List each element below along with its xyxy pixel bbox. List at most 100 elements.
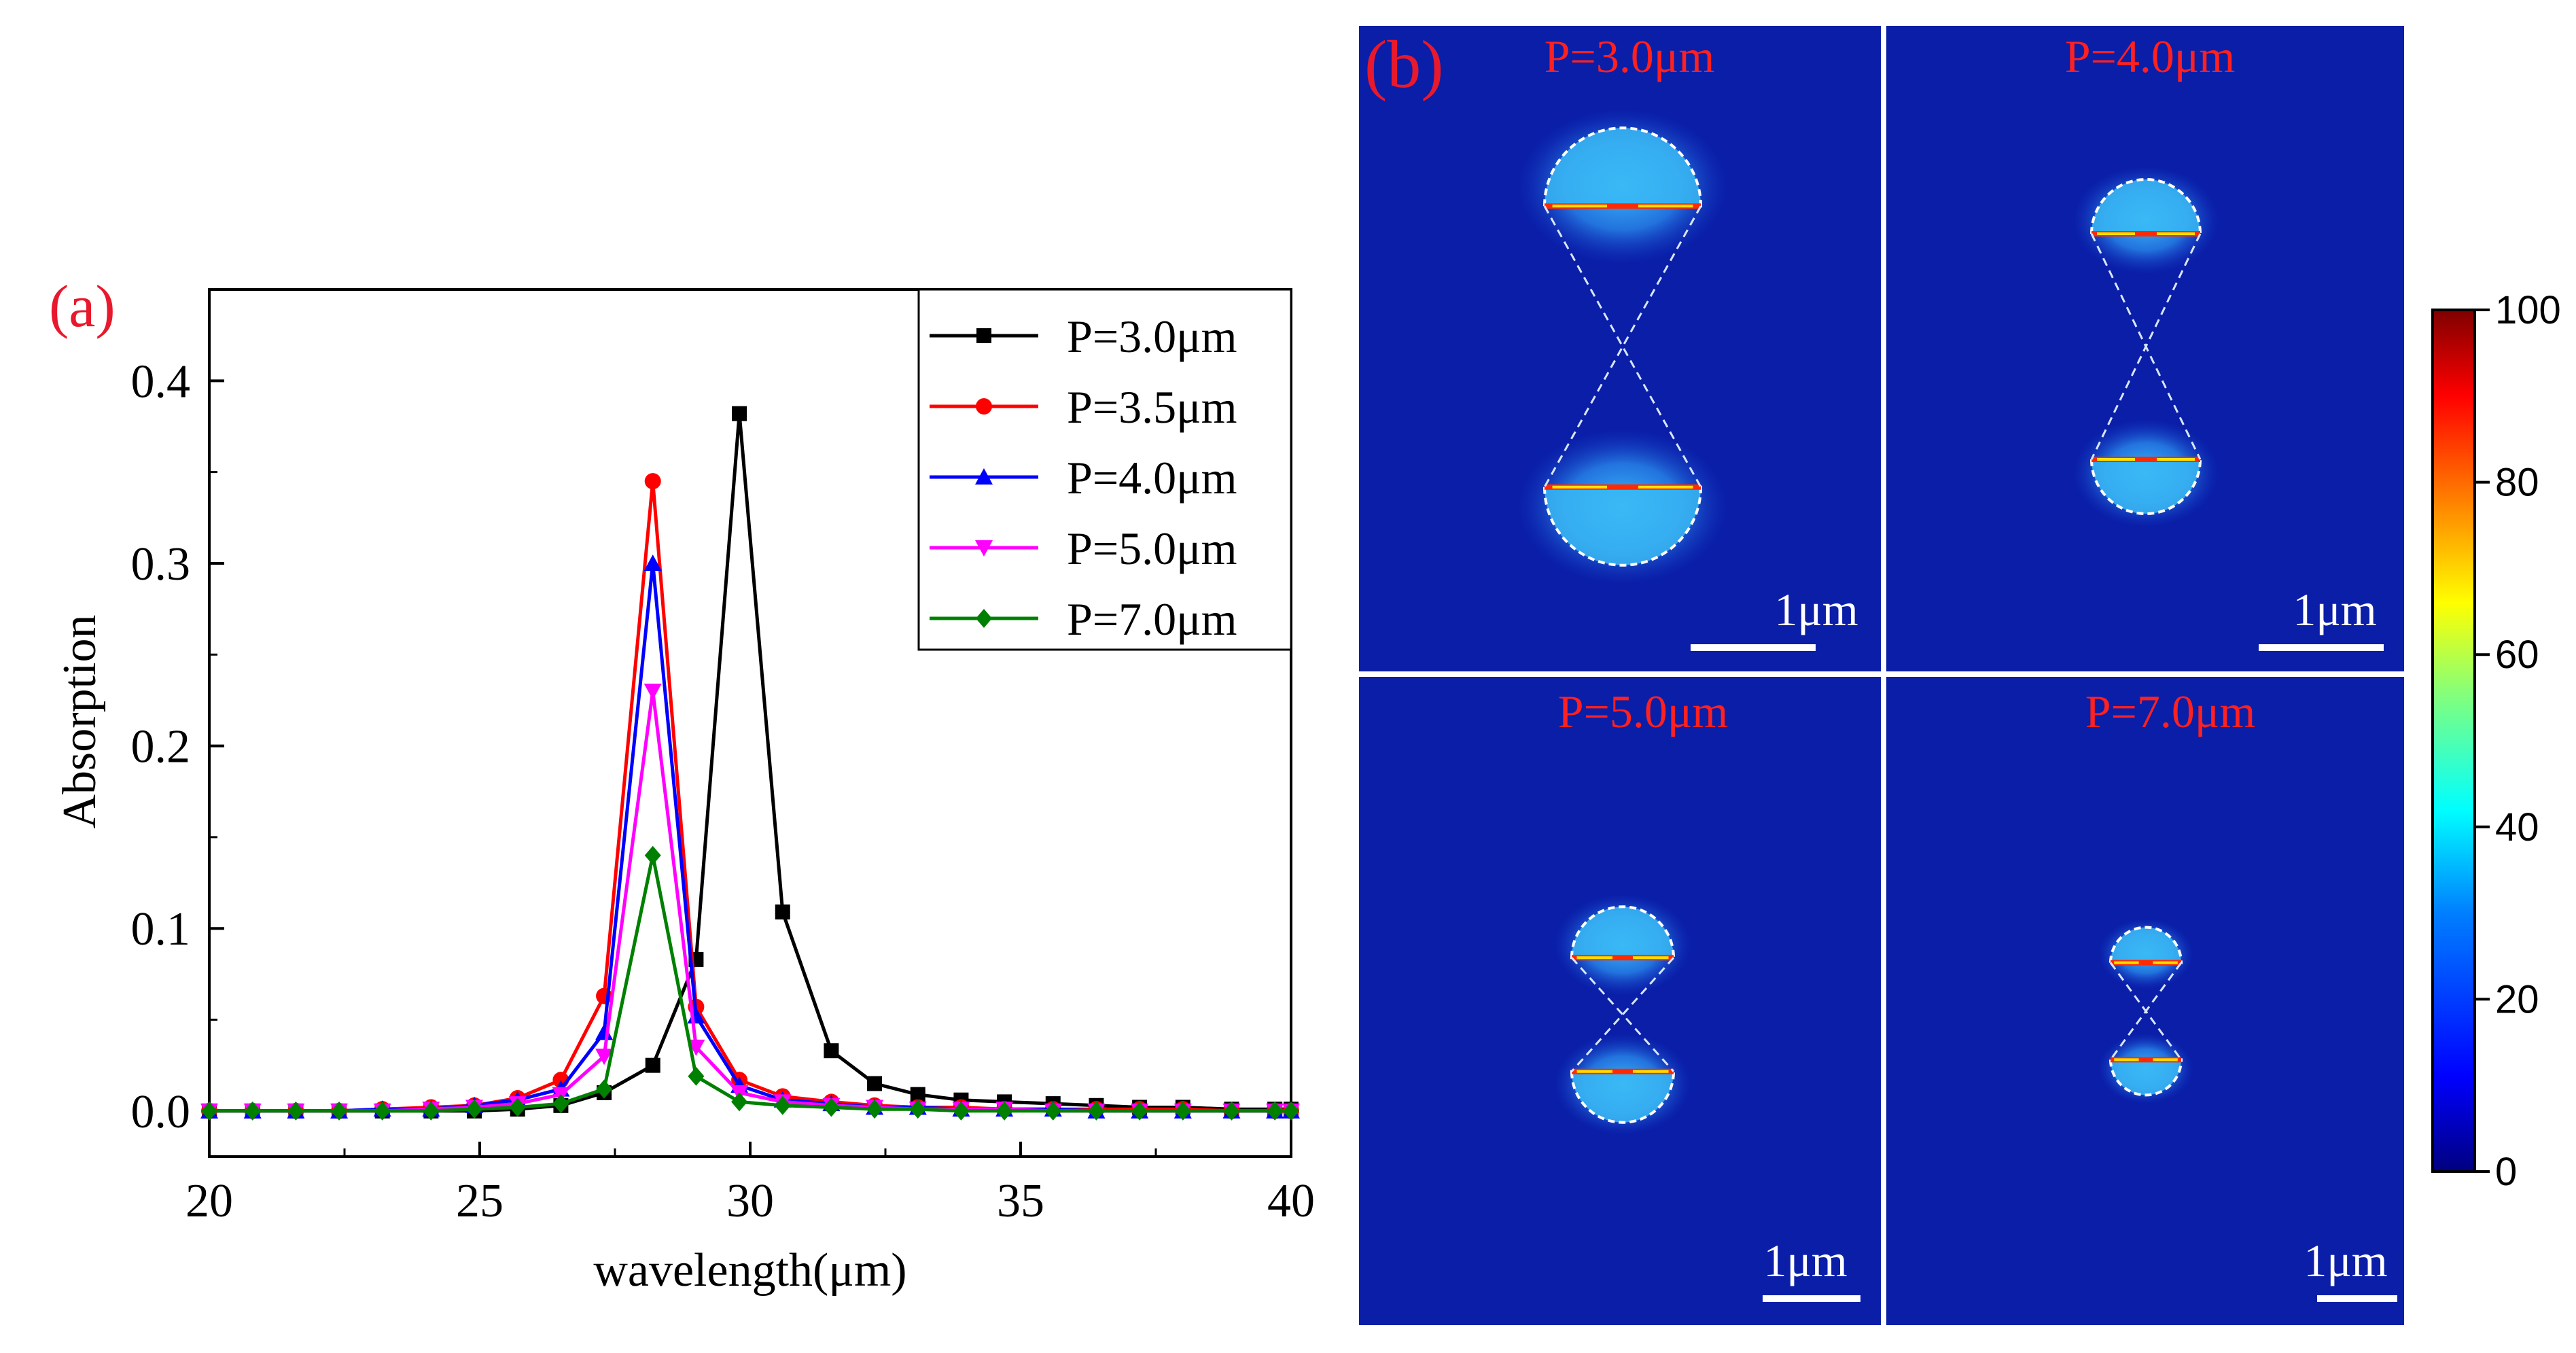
top-resonator <box>2109 926 2183 964</box>
data-point <box>287 1101 304 1121</box>
legend-item: P=5.0μm <box>930 523 1237 574</box>
series-line <box>209 854 1291 1113</box>
map-background <box>1359 677 1881 1325</box>
scale-bar-label: 1μm <box>1763 1235 1847 1286</box>
colorbar: 0 20 40 60 80 100 <box>2431 288 2561 1194</box>
y-tick-label: 0.1 <box>131 903 191 955</box>
data-point <box>423 1101 440 1121</box>
legend-label: P=3.5μm <box>1067 381 1237 433</box>
legend-marker <box>976 328 991 343</box>
legend-marker <box>975 468 993 485</box>
legend-box <box>917 288 1292 651</box>
data-point <box>1044 1101 1061 1121</box>
data-point <box>1283 1101 1299 1121</box>
legend: P=3.0μm P=3.5μm P=4.0μm P=5.0μm P=7.0μm <box>917 288 1292 651</box>
series-3 <box>200 683 1300 1120</box>
bowtie-outline <box>2090 233 2202 460</box>
data-point <box>1223 1101 1240 1121</box>
bottom-resonator <box>2089 458 2202 515</box>
colorbar-tick-label: 0 <box>2495 1150 2517 1194</box>
bottom-resonator <box>2109 1058 2183 1097</box>
x-axis-label: wavelength(μm) <box>593 1244 906 1297</box>
data-point <box>909 1100 926 1119</box>
data-point <box>774 1095 791 1115</box>
series-4 <box>201 845 1299 1121</box>
data-point <box>596 1079 613 1099</box>
y-axis-label: Absorption <box>54 615 106 829</box>
map-title: P=7.0μm <box>2085 686 2256 737</box>
data-point <box>1267 1101 1284 1121</box>
data-point <box>824 1043 839 1059</box>
y-tick-label: 0.4 <box>131 355 191 408</box>
data-point <box>244 1101 261 1121</box>
scale-bar <box>1691 644 1816 651</box>
data-point <box>867 1076 883 1091</box>
bottom-resonator <box>1570 1070 1676 1124</box>
data-point <box>823 1097 840 1117</box>
legend-marker <box>975 540 993 557</box>
bowtie-outline <box>1570 957 1675 1072</box>
legend-label: P=4.0μm <box>1067 452 1237 504</box>
panel-b: P=3.0μm 1μm P=4.0μm 1μm P=5.0μm 1μm P=7.… <box>1359 26 2561 1325</box>
legend-item: P=3.5μm <box>930 381 1237 433</box>
data-point <box>688 1066 705 1086</box>
data-point <box>466 1100 483 1119</box>
series-layer <box>200 406 1300 1121</box>
data-point <box>732 406 747 421</box>
data-point <box>374 1101 391 1121</box>
series-line <box>209 689 1291 1113</box>
data-point <box>595 1023 614 1040</box>
scale-bar <box>2259 644 2384 651</box>
scale-bar-label: 1μm <box>1774 584 1858 635</box>
field-map-p4: P=4.0μm 1μm <box>1886 26 2404 671</box>
legend-marker <box>976 609 992 628</box>
data-point <box>644 845 661 865</box>
y-axis: 0.0 0.1 0.2 0.3 0.4 <box>131 288 224 1138</box>
data-point <box>201 1101 217 1121</box>
data-point <box>644 473 661 490</box>
data-point <box>1174 1101 1191 1121</box>
legend-marker <box>976 398 992 415</box>
data-point <box>643 554 662 571</box>
data-point <box>910 1087 925 1102</box>
map-title: P=5.0μm <box>1558 686 1729 737</box>
data-point <box>509 1097 526 1117</box>
field-map-p7: P=7.0μm 1μm <box>1886 677 2404 1325</box>
top-resonator <box>2089 178 2202 235</box>
legend-label: P=7.0μm <box>1067 593 1237 645</box>
top-resonator <box>1570 905 1676 960</box>
data-point <box>1131 1101 1148 1121</box>
colorbar-tick-label: 80 <box>2495 461 2539 505</box>
map-title: P=4.0μm <box>2065 31 2236 82</box>
data-point <box>595 1049 614 1066</box>
data-point <box>996 1101 1013 1121</box>
bowtie-outline <box>1570 957 1675 1072</box>
data-point <box>953 1101 970 1121</box>
data-point <box>731 1092 748 1112</box>
colorbar-gradient <box>2431 309 2476 1173</box>
x-axis: 20 25 30 35 40 <box>186 1142 1315 1227</box>
map-title: P=3.0μm <box>1545 31 1715 82</box>
scale-bar <box>2317 1295 2397 1302</box>
panel-a: (a) 20 25 30 35 40 0.0 0.1 0.2 0.3 0.4 wavelengt… <box>49 274 1315 1297</box>
x-tick-label: 20 <box>186 1175 233 1227</box>
data-point <box>645 1057 660 1073</box>
legend-item: P=7.0μm <box>930 593 1237 645</box>
legend-label: P=5.0μm <box>1067 523 1237 574</box>
bottom-resonator <box>1542 485 1703 567</box>
colorbar-tick-label: 100 <box>2495 288 2561 332</box>
y-tick-label: 0.0 <box>131 1086 191 1138</box>
y-tick-label: 0.2 <box>131 721 191 773</box>
x-tick-label: 35 <box>997 1175 1044 1227</box>
legend-item: P=4.0μm <box>930 452 1237 504</box>
colorbar-tick-label: 60 <box>2495 633 2539 677</box>
y-tick-label: 0.3 <box>131 538 191 591</box>
map-background <box>1886 677 2404 1325</box>
bowtie-outline <box>2109 962 2183 1061</box>
data-point <box>866 1100 883 1119</box>
data-point <box>1088 1101 1105 1121</box>
colorbar-tick-label: 20 <box>2495 977 2539 1021</box>
legend-item: P=3.0μm <box>930 311 1237 362</box>
x-tick-label: 25 <box>456 1175 504 1227</box>
